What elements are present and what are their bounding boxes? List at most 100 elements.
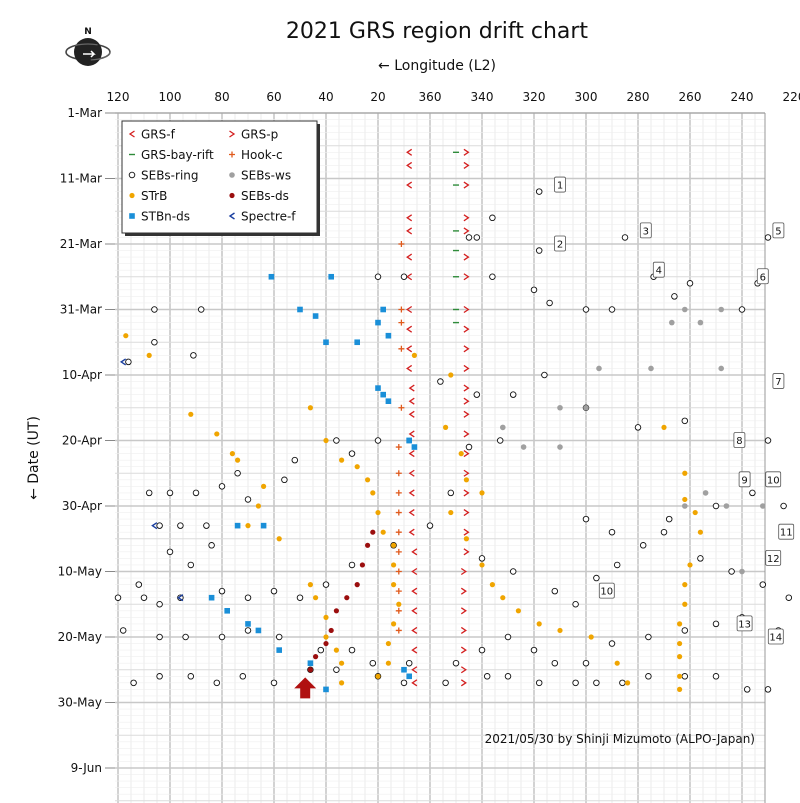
data-point — [509, 391, 517, 398]
data-point — [686, 280, 694, 287]
data-point — [182, 633, 189, 641]
data-point — [465, 234, 473, 241]
data-point — [395, 588, 402, 595]
y-tick-label: 31-Mar — [60, 303, 102, 317]
x-tick-label: 20 — [370, 90, 385, 104]
data-point — [406, 673, 412, 680]
data-point — [582, 306, 590, 313]
data-point — [291, 456, 299, 464]
data-point — [408, 509, 415, 517]
data-point — [530, 646, 538, 654]
data-point — [411, 679, 418, 687]
data-point — [442, 679, 449, 687]
data-point — [460, 646, 467, 654]
data-point — [463, 181, 470, 189]
data-point — [307, 582, 313, 588]
data-point — [359, 562, 365, 568]
data-point — [140, 594, 148, 601]
y-tick-label: 30-Apr — [62, 499, 102, 513]
y-axis-label: ← Date (UT) — [26, 416, 42, 500]
data-point — [333, 608, 339, 614]
data-point — [190, 352, 197, 359]
data-point — [463, 509, 470, 517]
row-label-box: 6 — [756, 268, 769, 285]
data-point — [625, 680, 631, 686]
y-tick-label: 9-Jun — [71, 761, 102, 775]
data-point — [411, 444, 418, 450]
data-point — [460, 587, 467, 595]
data-point — [408, 469, 415, 477]
legend-label: GRS-f — [141, 128, 176, 142]
jupiter-globe-icon: N — [65, 27, 111, 66]
data-point — [146, 352, 152, 358]
data-point — [463, 548, 470, 556]
legend-label: Hook-c — [241, 148, 283, 162]
data-point — [728, 568, 735, 575]
series-stbn-ds — [208, 273, 418, 693]
data-point — [718, 365, 724, 372]
data-point — [130, 679, 137, 687]
x-tick-label: 40 — [318, 90, 333, 104]
data-point — [307, 667, 313, 673]
data-point — [197, 306, 205, 313]
data-point — [583, 404, 589, 411]
legend-marker — [228, 212, 235, 220]
data-point — [255, 503, 261, 509]
data-point — [682, 582, 688, 588]
data-point — [307, 405, 313, 411]
data-point — [245, 621, 251, 627]
data-point — [406, 345, 413, 353]
legend: GRS-f GRS-p GRS-bay-rift Hook-c SEBs-ring SEB… — [121, 120, 320, 236]
data-point — [313, 595, 319, 601]
row-label-text: 8 — [736, 436, 742, 447]
data-point — [460, 567, 467, 576]
data-point — [213, 679, 221, 687]
data-point — [385, 332, 392, 339]
data-point — [395, 548, 402, 555]
data-point — [218, 483, 226, 490]
data-point — [391, 582, 397, 588]
data-point — [218, 587, 226, 595]
legend-marker — [129, 192, 135, 199]
data-point — [661, 424, 667, 430]
data-point — [764, 234, 772, 241]
data-point — [702, 490, 709, 496]
data-point — [244, 627, 252, 634]
y-tick-label: 30-May — [58, 696, 102, 710]
data-point — [375, 673, 381, 679]
data-point — [261, 483, 267, 489]
data-point — [712, 620, 720, 628]
x-tick-label: 220 — [783, 90, 800, 104]
data-point — [697, 555, 704, 562]
row-label-text: 13 — [738, 619, 751, 630]
data-point — [463, 364, 470, 372]
legend-box — [121, 120, 318, 234]
x-tick-label: 280 — [627, 90, 650, 104]
data-point — [687, 562, 693, 568]
data-point — [504, 633, 512, 641]
data-point — [489, 273, 496, 281]
data-point — [546, 299, 553, 307]
data-point — [156, 673, 163, 680]
data-point — [496, 437, 504, 444]
data-point — [764, 686, 772, 693]
y-tick-label: 10-Apr — [62, 368, 102, 382]
legend-marker — [229, 172, 235, 178]
data-point — [166, 489, 174, 497]
data-point — [151, 339, 158, 346]
data-point — [411, 587, 418, 595]
data-point — [593, 679, 600, 687]
data-point — [406, 364, 413, 372]
data-point — [557, 444, 563, 450]
data-point — [323, 437, 329, 444]
data-point — [375, 385, 381, 391]
data-point — [395, 607, 402, 614]
svg-text:N: N — [84, 27, 92, 37]
legend-label: SEBs-ws — [241, 169, 291, 183]
data-point — [370, 490, 376, 496]
data-point — [551, 659, 559, 667]
data-point — [333, 437, 340, 444]
y-tick-label: 11-Mar — [60, 172, 102, 186]
data-point — [671, 293, 678, 300]
data-point — [275, 633, 283, 641]
